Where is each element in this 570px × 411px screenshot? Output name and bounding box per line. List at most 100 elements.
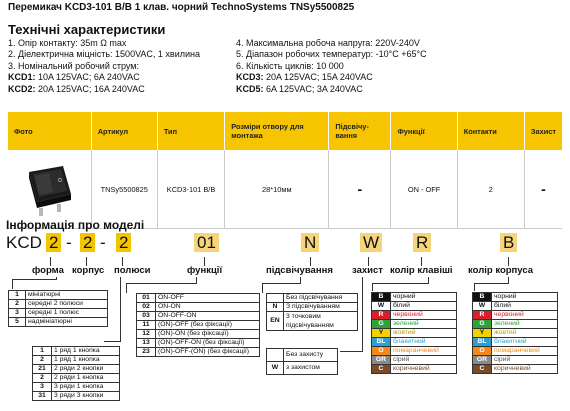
spec-line: 2. Діелектрична міцність: 1500VAC, 1 хви…	[8, 49, 200, 60]
label-backlight: підсвічування	[266, 265, 333, 276]
col-header: Артикул	[91, 112, 158, 150]
color-row: BL блакитний	[472, 337, 558, 347]
code-part-function: 01	[194, 233, 219, 253]
shape-options-table: 1 мініатюрні 2 середні 2 полюси 3 середні 1…	[8, 290, 108, 327]
label-body-color: колір корпуса	[468, 265, 534, 276]
color-name: помаранчевий	[491, 346, 558, 356]
code-part-shape: 2	[46, 233, 62, 253]
spec-line: 1. Опір контакту: 35m Ω max	[8, 38, 127, 48]
contacts-cell: 2	[457, 150, 525, 229]
code-part-poles: 2	[116, 233, 132, 253]
code-part-light: N	[301, 233, 320, 253]
table-row: 2 середні 2 полюси	[8, 299, 108, 309]
col-header: Фото	[8, 112, 92, 150]
color-code: R	[371, 310, 391, 320]
code-part-protection: W	[360, 233, 383, 253]
article-cell: TNSy5500825	[91, 150, 158, 229]
color-code: R	[472, 310, 492, 320]
table-row: EN 3 точковим підсвічуванням	[266, 311, 358, 331]
color-code: BL	[371, 337, 391, 347]
color-name: чорний	[491, 292, 558, 302]
table-row: TNSy5500825 KCD3-101 B/B 28*10мм - ON - …	[8, 150, 562, 229]
color-code: C	[472, 364, 492, 374]
color-name: коричневий	[491, 364, 558, 374]
protection-cell: -	[524, 150, 562, 229]
code-sep: -	[100, 233, 106, 252]
spec-line: KCD1: 10A 125VAC; 6A 240VAC	[8, 72, 140, 83]
color-name: сірий	[491, 355, 558, 365]
color-code: BL	[472, 337, 492, 347]
color-code: O	[472, 346, 492, 356]
specs-left: 1. Опір контакту: 35m Ω max 2. Діелектри…	[8, 38, 200, 95]
color-name: жовтий	[491, 328, 558, 338]
label-shape: форма	[32, 265, 64, 276]
color-code: GR	[371, 355, 391, 365]
label-poles: полюси	[114, 265, 151, 276]
col-header: Підсвічу-вання	[328, 112, 392, 150]
color-code: O	[371, 346, 391, 356]
color-row: GR сірий	[371, 355, 457, 365]
color-name: сірий	[390, 355, 457, 365]
color-code: G	[472, 319, 492, 329]
table-row: 02 ON-ON	[136, 302, 260, 312]
spec-line: KCD3: 20A 125VAC; 15A 240VAC	[236, 72, 373, 83]
code-part-key-color: R	[413, 233, 432, 253]
color-name: коричневий	[390, 364, 457, 374]
table-row: Без підсвічування	[266, 293, 358, 303]
color-name: помаранчевий	[390, 346, 457, 356]
color-name: блакитний	[491, 337, 558, 347]
table-row: 01 ON-OFF	[136, 293, 260, 303]
specs-right: 4. Максимальна робоча напруга: 220V-240V…	[236, 38, 427, 95]
spec-line: 3. Номінальний робочий струм:	[8, 60, 139, 71]
col-header: Контакти	[457, 112, 525, 150]
color-name: червоний	[491, 310, 558, 320]
color-name: блакитний	[390, 337, 457, 347]
label-body: корпус	[72, 265, 105, 276]
color-name: жовтий	[390, 328, 457, 338]
color-row: GR сірий	[472, 355, 558, 365]
specs-heading: Технічні характеристики	[8, 22, 166, 37]
color-name: червоний	[390, 310, 457, 320]
type-cell: KCD3-101 B/B	[157, 150, 226, 229]
table-header-row: Фото Артикул Тип Розміри отвору для монт…	[8, 112, 562, 150]
color-code: Y	[472, 328, 492, 338]
color-code: GR	[472, 355, 492, 365]
color-name: зелений	[491, 319, 558, 329]
color-code: B	[371, 292, 391, 302]
table-row: 21 2 ряди 2 кнопки	[32, 364, 120, 374]
code-part-body-color: B	[500, 233, 518, 253]
table-row: 03 ON-OFF-ON	[136, 311, 260, 321]
page-title: Перемикач KCD3-101 B/B 1 клав. чорний Te…	[8, 2, 355, 13]
color-name: білий	[390, 301, 457, 311]
color-name: чорний	[390, 292, 457, 302]
color-code: W	[371, 301, 391, 311]
color-code: C	[371, 364, 391, 374]
rocker-switch-image	[29, 166, 72, 216]
color-code: Y	[371, 328, 391, 338]
backlight-cell: -	[328, 150, 392, 229]
product-photo	[8, 150, 92, 229]
product-table: Фото Артикул Тип Розміри отвору для монт…	[8, 112, 562, 229]
table-row: 31 3 ряди 3 кнопки	[32, 391, 120, 401]
code-prefix: KCD	[6, 233, 42, 252]
code-part-body: 2	[80, 233, 96, 253]
